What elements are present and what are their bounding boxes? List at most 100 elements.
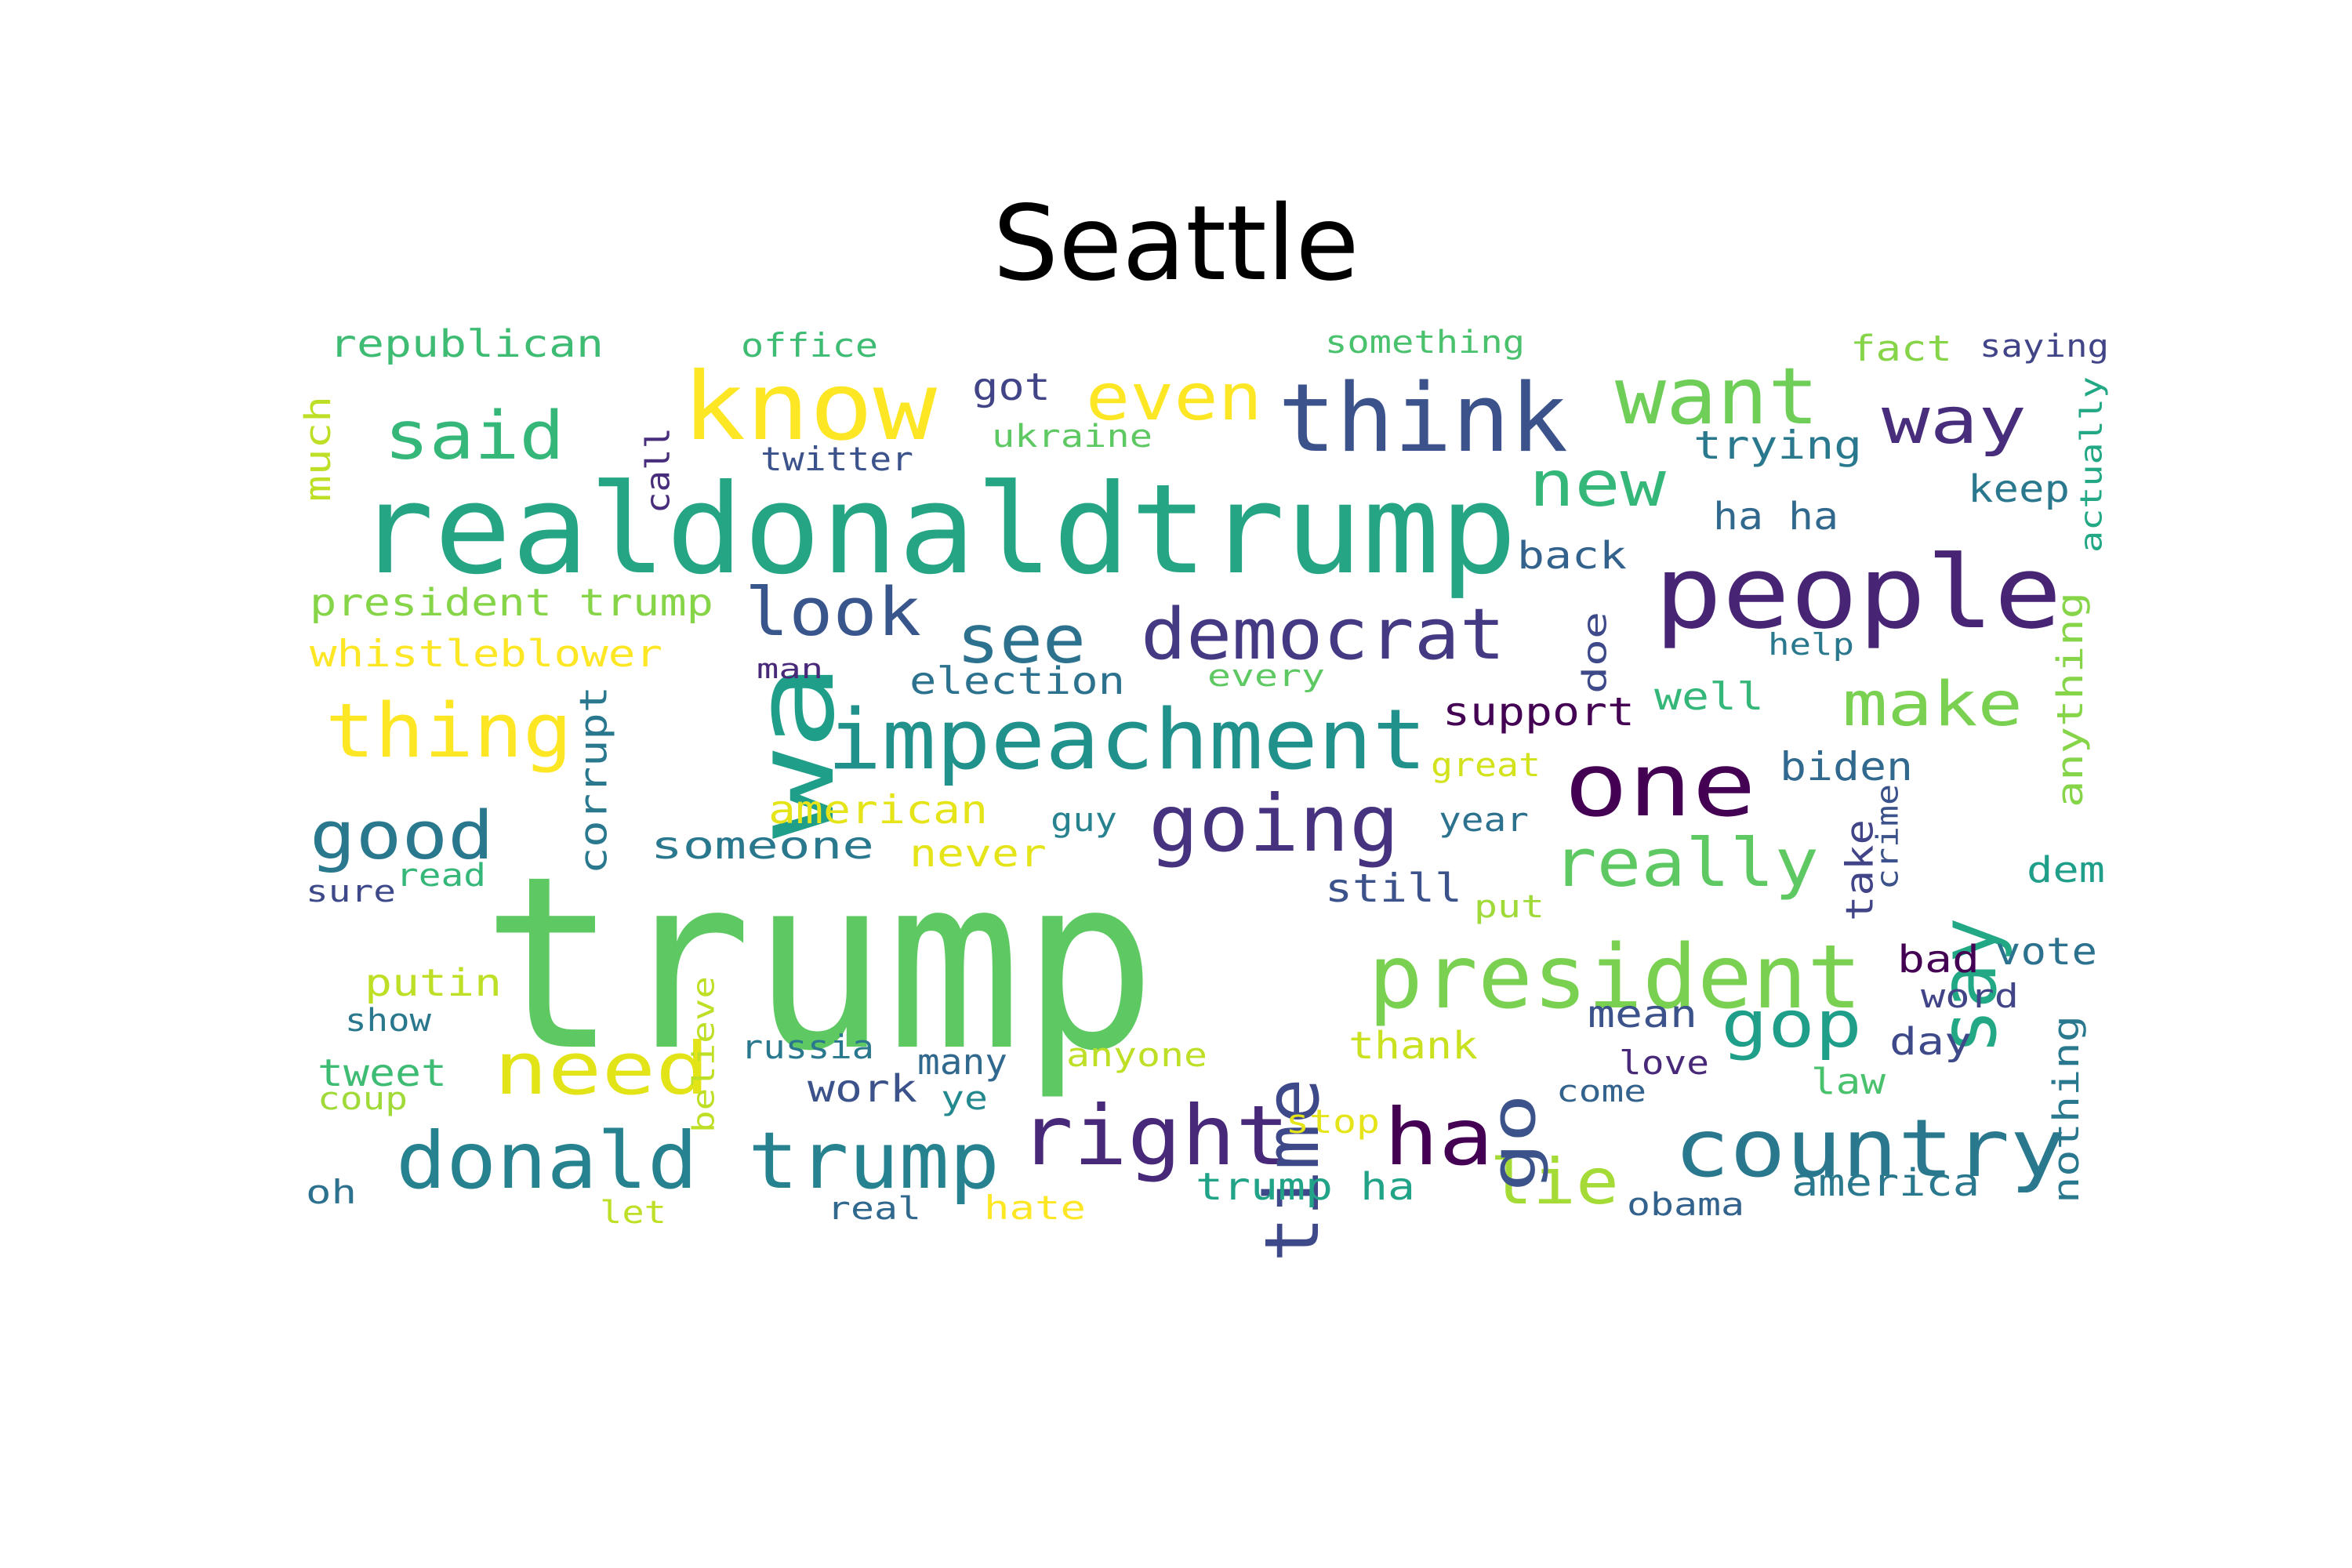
word-cloud-word: even [1086, 361, 1262, 435]
word-cloud-word: got [972, 365, 1051, 409]
word-cloud-word: new [1529, 448, 1667, 521]
word-cloud-word: anything [2049, 592, 2091, 808]
word-cloud-word: saying [1980, 328, 2109, 365]
word-cloud-word: corrupt [572, 686, 615, 874]
word-cloud-word: let [600, 1195, 666, 1231]
word-cloud-word: good [310, 797, 494, 875]
word-cloud-word: donald trump [396, 1115, 1000, 1207]
word-cloud-word: man [757, 654, 823, 685]
word-cloud-word: people [1654, 535, 2062, 652]
word-cloud-word: actually [2074, 376, 2108, 553]
word-cloud-word: really [1552, 825, 1819, 902]
word-cloud-word: sure [306, 874, 396, 909]
word-cloud-word: doe [1576, 612, 1614, 694]
word-cloud-word: country [1674, 1102, 2066, 1196]
word-cloud-word: take [1838, 819, 1882, 921]
word-cloud-word: biden [1780, 744, 1913, 789]
word-cloud-word: well [1654, 675, 1764, 719]
word-cloud-word: dem [2027, 849, 2105, 891]
word-cloud-word: trump ha [1196, 1165, 1415, 1209]
word-cloud-word: nothing [2045, 1015, 2087, 1203]
word-cloud-word: russia [741, 1028, 874, 1066]
word-cloud-word: law [1811, 1061, 1886, 1102]
word-cloud-word: go [1479, 1094, 1549, 1192]
word-cloud-word: support [1443, 689, 1635, 735]
word-cloud-word: hate [984, 1189, 1086, 1227]
word-cloud-word: bad [1897, 938, 1980, 982]
word-cloud-word: president trump [310, 581, 713, 625]
word-cloud-word: office [741, 326, 878, 365]
word-cloud-word: time [1250, 1078, 1336, 1262]
word-cloud-word: thank [1348, 1024, 1478, 1068]
word-cloud-word: guy [1051, 800, 1117, 839]
word-cloud-word: word [1921, 977, 2019, 1015]
word-cloud-word: election [909, 659, 1125, 703]
word-cloud-word: day [1889, 1020, 1972, 1064]
word-cloud-word: right [1019, 1088, 1290, 1184]
word-cloud-word: year [1439, 800, 1529, 839]
word-cloud-word: want [1615, 350, 1819, 442]
word-cloud-word: fact [1850, 328, 1952, 369]
word-cloud-word: president [1368, 927, 1862, 1029]
word-cloud-word: democrat [1141, 593, 1505, 676]
word-cloud-word: love [1619, 1044, 1709, 1082]
word-cloud-word: crime [1870, 784, 1904, 890]
word-cloud-word: work [808, 1067, 917, 1111]
word-cloud-word: said [384, 397, 564, 475]
word-cloud-word: putin [365, 961, 502, 1005]
word-cloud-word: lie [1490, 1145, 1619, 1218]
word-cloud-word: coup [318, 1081, 408, 1117]
word-cloud-word: never [909, 832, 1047, 876]
word-cloud-word: whistleblower [310, 633, 662, 676]
word-cloud-word: america [1791, 1161, 1980, 1205]
word-cloud-word: believe [686, 976, 720, 1133]
word-cloud-word: obama [1627, 1187, 1744, 1223]
word-cloud-word: look [745, 574, 921, 652]
word-cloud-word: ye [941, 1079, 988, 1117]
word-cloud-word: see [956, 601, 1086, 679]
word-cloud-word: realdonaldtrump [357, 458, 1517, 602]
word-cloud-word: come [1556, 1074, 1646, 1109]
word-cloud-word: many [917, 1041, 1007, 1083]
word-cloud-word: stop [1286, 1102, 1380, 1141]
word-cloud-word: make [1842, 670, 2023, 740]
word-cloud-word: tweet [318, 1051, 447, 1095]
word-cloud-word: twitter [760, 440, 913, 478]
word-cloud-word: ha [1384, 1091, 1494, 1183]
word-cloud-word: put [1474, 889, 1544, 925]
word-cloud-word: show [345, 1003, 432, 1039]
word-cloud-word: going [1149, 778, 1399, 869]
word-cloud-word: still [1325, 866, 1462, 911]
word-cloud-word: read [396, 858, 486, 894]
word-cloud-word: keep [1968, 467, 2070, 511]
word-cloud-word: real [827, 1191, 921, 1227]
word-cloud-word: something [1325, 325, 1525, 361]
word-cloud-word: wa [731, 662, 859, 839]
word-cloud-word: back [1517, 534, 1627, 578]
word-cloud-word: great [1431, 746, 1541, 784]
word-cloud-word: someone [651, 824, 874, 868]
word-cloud-word: thing [325, 688, 572, 775]
word-cloud-word: every [1207, 659, 1325, 693]
word-cloud-word: mean [1588, 993, 1697, 1036]
word-cloud-word: trying [1693, 423, 1862, 468]
word-cloud-word: trump [482, 825, 1156, 1103]
word-cloud-word: way [1882, 384, 2027, 459]
word-cloud-word: vote [1995, 930, 2097, 974]
word-cloud-word: republican [329, 322, 604, 366]
word-cloud-word: much [297, 396, 339, 502]
word-cloud-word: call [639, 427, 677, 514]
word-cloud-word: think [1278, 365, 1568, 474]
word-cloud-word: say [1922, 917, 2014, 1054]
page-title: Seattle [993, 183, 1359, 304]
word-cloud-word: oh [306, 1173, 357, 1211]
word-cloud-word: ukraine [992, 419, 1152, 455]
word-cloud-word: help [1768, 627, 1854, 662]
word-cloud-word: anyone [1066, 1036, 1207, 1074]
word-cloud-word: ha ha [1713, 495, 1838, 539]
word-cloud-word: american [768, 787, 988, 833]
word-cloud-word: need [494, 1027, 710, 1111]
word-cloud-word: one [1564, 735, 1756, 837]
word-cloud-word: know [682, 353, 938, 462]
